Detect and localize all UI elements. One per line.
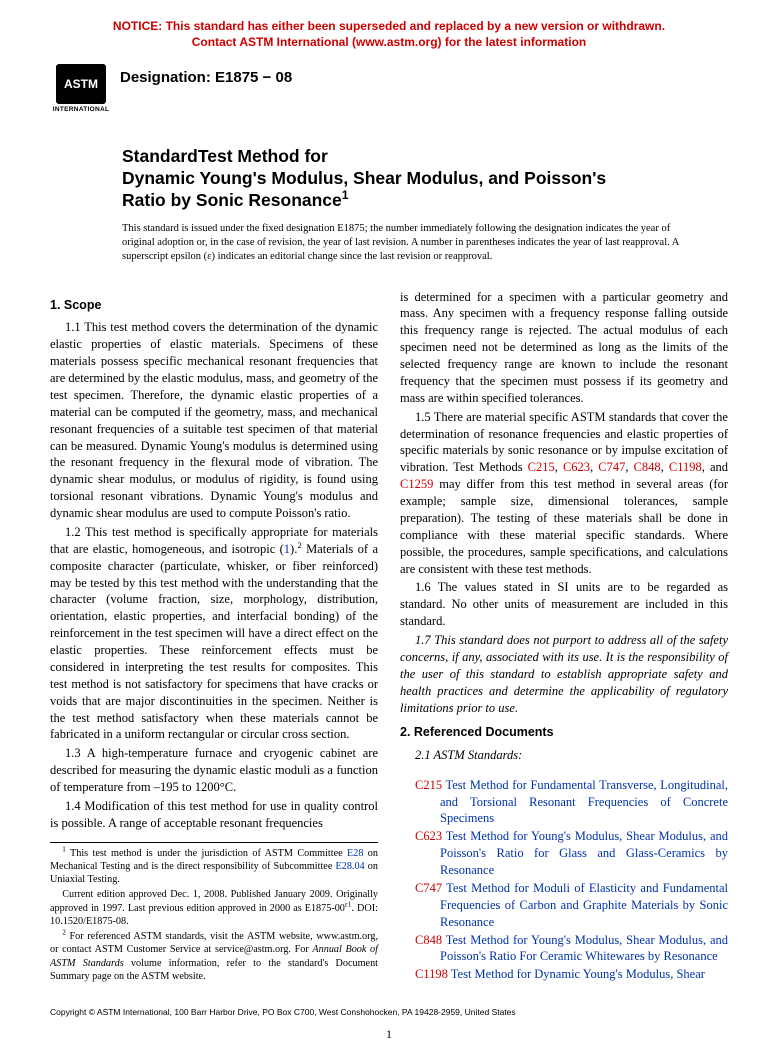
link-c747[interactable]: C747	[598, 460, 625, 474]
footnotes: 1 This test method is under the jurisdic…	[50, 842, 378, 984]
page-number: 1	[50, 1026, 728, 1042]
para-1-5: 1.5 There are material specific ASTM sta…	[400, 409, 728, 578]
ref-code[interactable]: C623	[415, 829, 442, 843]
notice-banner: NOTICE: This standard has either been su…	[50, 18, 728, 50]
para-1-7: 1.7 This standard does not purport to ad…	[400, 632, 728, 716]
copyright: Copyright © ASTM International, 100 Barr…	[50, 1007, 728, 1018]
notice-line1: NOTICE: This standard has either been su…	[113, 19, 665, 33]
title-block: StandardTest Method for Dynamic Young's …	[122, 146, 728, 212]
footnote-link-e28[interactable]: E28	[347, 848, 363, 859]
refdocs-heading: 2. Referenced Documents	[400, 724, 728, 741]
link-c623[interactable]: C623	[563, 460, 590, 474]
designation: Designation: E1875 − 08	[120, 64, 292, 88]
title-line3: Ratio by Sonic Resonance	[122, 190, 342, 210]
link-c215[interactable]: C215	[528, 460, 555, 474]
link-c1198[interactable]: C1198	[669, 460, 702, 474]
ref-code[interactable]: C848	[415, 933, 442, 947]
ref-code[interactable]: C747	[415, 881, 442, 895]
para-1-4b: is determined for a specimen with a part…	[400, 289, 728, 407]
ref-item: C623 Test Method for Young's Modulus, Sh…	[400, 828, 728, 879]
ref-item: C747 Test Method for Moduli of Elasticit…	[400, 880, 728, 931]
para-1-2: 1.2 This test method is specifically app…	[50, 524, 378, 743]
para-1-4a: 1.4 Modification of this test method for…	[50, 798, 378, 832]
logo-badge: ASTM	[56, 64, 106, 104]
title-sup: 1	[342, 188, 349, 202]
issuance-note: This standard is issued under the fixed …	[122, 222, 688, 265]
ref-item: C1198 Test Method for Dynamic Young's Mo…	[400, 966, 728, 983]
astm-logo: ASTM INTERNATIONAL	[50, 64, 112, 118]
link-c1259[interactable]: C1259	[400, 477, 433, 491]
ref-title[interactable]: Test Method for Dynamic Young's Modulus,…	[451, 967, 705, 981]
scope-heading: 1. Scope	[50, 297, 378, 314]
ref-code[interactable]: C215	[415, 778, 442, 792]
ref-item: C848 Test Method for Young's Modulus, Sh…	[400, 932, 728, 966]
title-line1: StandardTest Method for	[122, 146, 328, 166]
footnote-link-e28-04[interactable]: E28.04	[336, 861, 365, 872]
ref-title[interactable]: Test Method for Young's Modulus, Shear M…	[440, 933, 728, 964]
ref-item: C215 Test Method for Fundamental Transve…	[400, 777, 728, 828]
ref-title[interactable]: Test Method for Fundamental Transverse, …	[440, 778, 728, 826]
title-line2: Dynamic Young's Modulus, Shear Modulus, …	[122, 168, 606, 188]
ref-title[interactable]: Test Method for Moduli of Elasticity and…	[440, 881, 728, 929]
para-1-1: 1.1 This test method covers the determin…	[50, 319, 378, 522]
ref-code[interactable]: C1198	[415, 967, 448, 981]
header-row: ASTM INTERNATIONAL Designation: E1875 − …	[50, 64, 728, 118]
body-columns: 1. Scope 1.1 This test method covers the…	[50, 289, 728, 985]
link-c848[interactable]: C848	[634, 460, 661, 474]
notice-line2: Contact ASTM International (www.astm.org…	[192, 35, 586, 49]
para-1-6: 1.6 The values stated in SI units are to…	[400, 579, 728, 630]
astm-standards-sub: 2.1 ASTM Standards:	[400, 747, 728, 764]
logo-label: INTERNATIONAL	[53, 106, 110, 115]
para-1-3: 1.3 A high-temperature furnace and cryog…	[50, 745, 378, 796]
ref-title[interactable]: Test Method for Young's Modulus, Shear M…	[440, 829, 728, 877]
